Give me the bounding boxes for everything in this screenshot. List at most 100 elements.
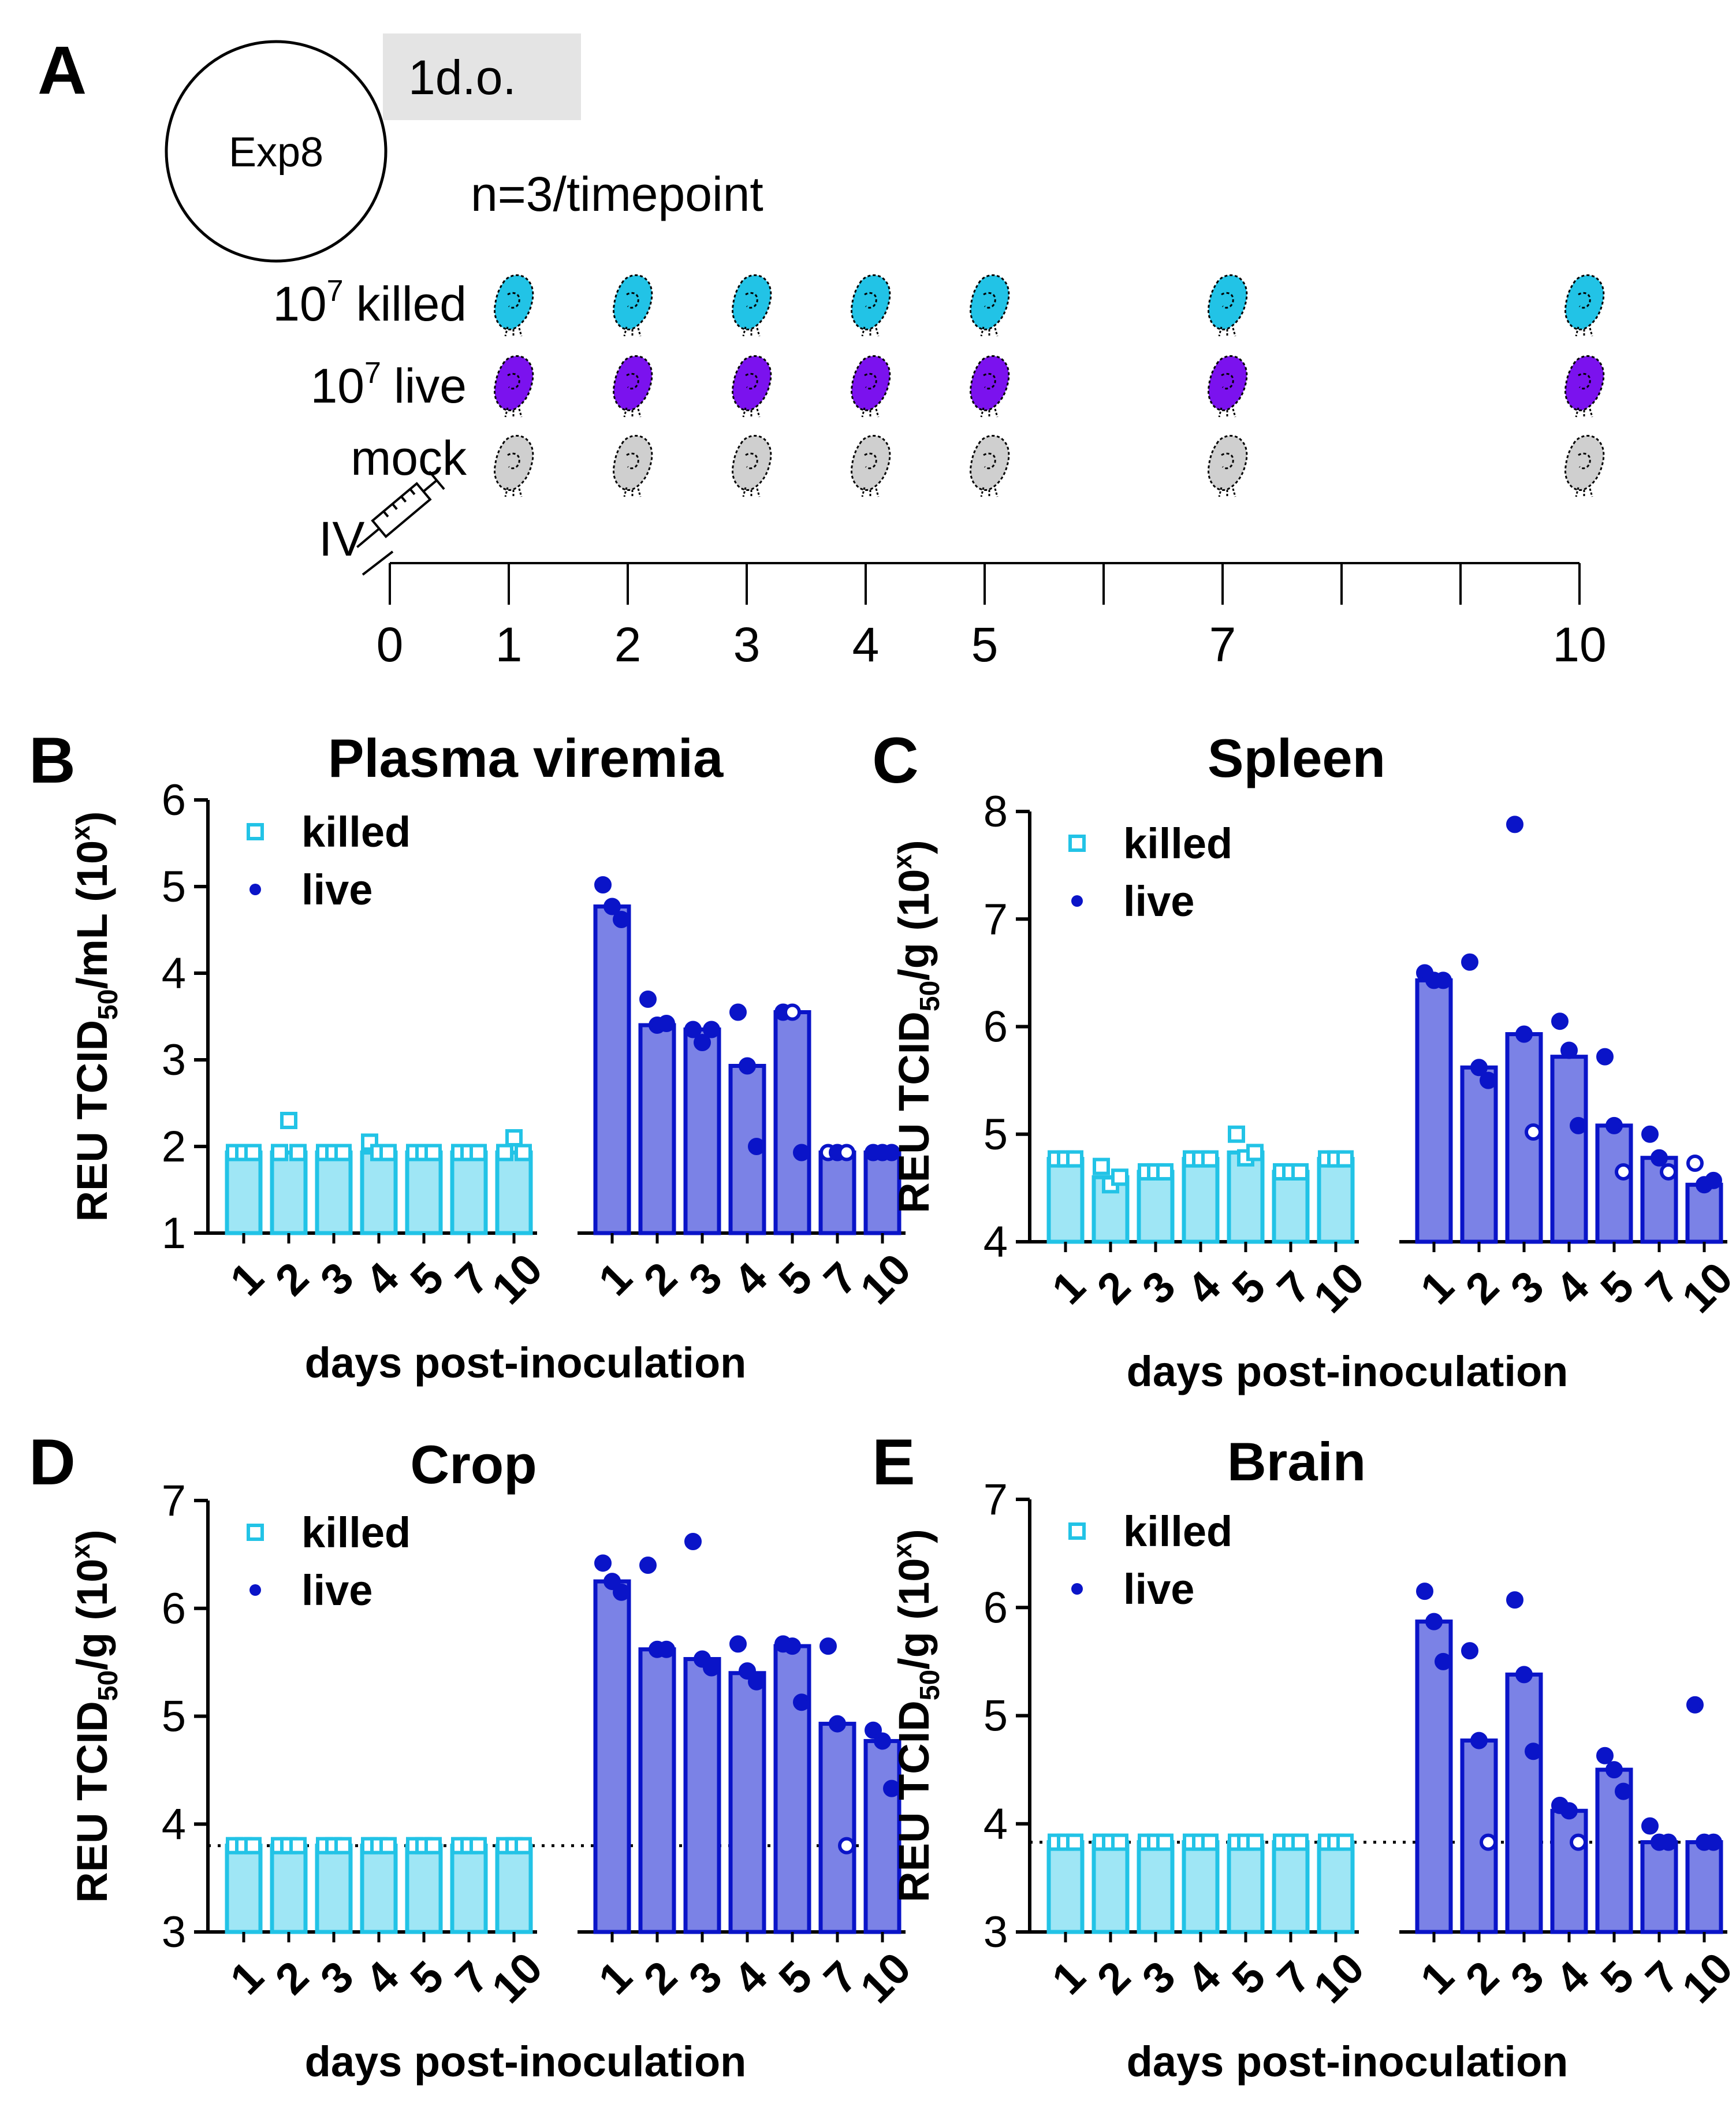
mouse-body (1564, 274, 1605, 330)
live-point-open (1570, 1833, 1587, 1851)
x-tick-label: 3 (1502, 1952, 1554, 2004)
killed-bar-day-4 (1182, 1840, 1220, 1934)
mouse-silhouette-icon (494, 355, 534, 418)
killed-point (1066, 1150, 1083, 1168)
x-tick-label: 10 (1673, 1944, 1736, 2013)
live-point-open (838, 1144, 855, 1161)
mouse-detail (983, 373, 996, 390)
mouse-detail (864, 373, 877, 390)
live-point (594, 1554, 612, 1572)
y-tick-label: 6 (162, 1584, 186, 1633)
x-tick-label: 10 (851, 1944, 921, 2013)
mouse-body (613, 355, 653, 411)
killed-bar-day-2 (1091, 1840, 1130, 1934)
live-point (613, 1583, 630, 1601)
mouse-feet (1575, 326, 1593, 337)
x-tick-label: 10 (483, 1245, 552, 1314)
x-tick-label: 10 (483, 1944, 552, 2013)
legend-killed-label: killed (1123, 820, 1232, 868)
killed-point (379, 1837, 397, 1855)
live-bar-day-3 (1505, 1672, 1543, 1934)
mouse-silhouette-icon (1208, 355, 1248, 418)
live-point (883, 1144, 900, 1161)
y-tick-label: 4 (162, 1800, 186, 1849)
killed-point (1111, 1833, 1128, 1851)
live-point (819, 1637, 837, 1655)
mouse-body (1564, 434, 1605, 491)
killed-point (244, 1144, 262, 1161)
mouse-silhouette-icon (1208, 434, 1248, 498)
killed-point (379, 1144, 397, 1161)
y-tick-label: 5 (162, 1692, 186, 1741)
x-tick-label: 2 (266, 1952, 318, 2004)
mouse-detail (864, 452, 877, 470)
mouse-body (613, 274, 653, 330)
legend-killed-marker (247, 1524, 264, 1541)
killed-point (424, 1144, 442, 1161)
panel-letter: C (872, 724, 919, 796)
live-point (1596, 1747, 1614, 1764)
killed-point (1336, 1150, 1354, 1168)
live-point-open (1480, 1833, 1497, 1851)
live-point (739, 1057, 756, 1075)
legend-live-marker (1071, 1583, 1083, 1595)
timeline-label-10: 10 (1552, 617, 1606, 672)
x-tick-label: 5 (401, 1253, 453, 1305)
mouse-detail (626, 292, 639, 309)
live-bar-day-4 (728, 1671, 766, 1934)
live-point (1615, 1782, 1632, 1800)
killed-point (470, 1837, 487, 1855)
live-bar-day-10 (863, 1151, 901, 1235)
killed-bar-day-10 (495, 1844, 533, 1934)
mouse-body (1564, 355, 1605, 411)
x-tick-label: 2 (1088, 1952, 1140, 2004)
live-point (1560, 1041, 1578, 1059)
live-point (1705, 1171, 1722, 1189)
mouse-feet (861, 487, 880, 498)
age-label: 1d.o. (408, 50, 516, 105)
mouse-body (970, 355, 1010, 411)
mouse-silhouette-icon (1564, 274, 1605, 337)
live-point (684, 1021, 702, 1038)
killed-bar-day-2 (270, 1151, 308, 1235)
live-bar-day-5 (773, 1010, 811, 1235)
killed-bar-day-3 (315, 1844, 353, 1934)
mouse-detail (1578, 452, 1591, 470)
x-tick-label: 1 (221, 1253, 273, 1305)
timeline-label-0: 0 (377, 617, 404, 672)
y-tick-label: 3 (162, 1036, 186, 1085)
live-point (594, 876, 612, 893)
live-bar-day-1 (593, 904, 631, 1235)
y-tick-label: 7 (984, 895, 1008, 944)
killed-point (1246, 1833, 1264, 1851)
live-point (1596, 1048, 1614, 1066)
live-point (684, 1532, 702, 1550)
injection-line (362, 550, 394, 576)
live-point (1551, 1012, 1569, 1030)
panel-letter: D (29, 1426, 76, 1498)
live-bar-day-2 (1460, 1065, 1498, 1244)
live-point (865, 1721, 882, 1739)
live-point (739, 1662, 756, 1680)
killed-point (1111, 1168, 1128, 1186)
killed-bar-day-1 (225, 1844, 263, 1934)
live-point (1480, 1071, 1497, 1089)
y-tick-label: 7 (984, 1475, 1008, 1524)
killed-point (1201, 1833, 1219, 1851)
live-point-open (1525, 1123, 1542, 1141)
chart-title: Brain (1227, 1431, 1366, 1492)
x-tick-label: 5 (770, 1952, 822, 2004)
live-point (1435, 1652, 1452, 1670)
x-tick-label: 3 (680, 1253, 732, 1305)
x-tick-label: 4 (725, 1952, 777, 2004)
mouse-feet (861, 407, 880, 418)
y-tick-label: 3 (984, 1908, 1008, 1957)
y-tick-label: 7 (162, 1476, 186, 1525)
live-point (1560, 1802, 1578, 1820)
timeline-label-7: 7 (1209, 617, 1236, 672)
timeline-label-2: 2 (614, 617, 642, 672)
timeline-label-1: 1 (496, 617, 523, 672)
y-tick-label: 4 (984, 1800, 1008, 1849)
